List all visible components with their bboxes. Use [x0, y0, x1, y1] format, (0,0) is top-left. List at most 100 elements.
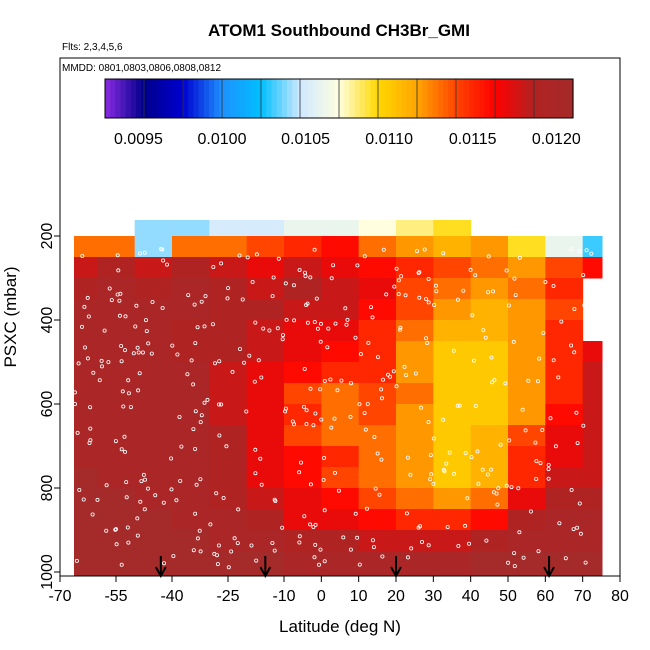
sample-point	[161, 561, 166, 566]
sample-point	[404, 373, 409, 378]
heatmap-cell	[209, 220, 248, 237]
sample-point	[211, 264, 216, 269]
heatmap-cell	[284, 257, 322, 279]
sample-point	[444, 461, 449, 466]
sample-point	[290, 419, 295, 424]
heatmap-cell	[74, 467, 98, 489]
colorbar-swatch	[146, 79, 153, 118]
heatmap-cell	[134, 320, 173, 342]
heatmap-cell	[172, 299, 210, 321]
colorbar-swatch	[463, 79, 470, 118]
sample-point	[451, 348, 456, 353]
sample-point	[543, 280, 548, 285]
heatmap-cell	[582, 509, 603, 531]
sample-point	[343, 306, 348, 311]
heatmap-cell	[246, 341, 285, 363]
heatmap-cell	[582, 362, 603, 384]
x-tick-label: 20	[387, 588, 405, 605]
colorbar-swatch	[437, 79, 444, 118]
heatmap-cell	[545, 488, 584, 510]
heatmap-cell	[321, 488, 360, 510]
sample-point	[312, 247, 317, 252]
colorbar-swatch	[229, 79, 236, 118]
colorbar-swatch	[339, 79, 345, 118]
sample-point	[126, 540, 131, 545]
heatmap-cell	[74, 299, 98, 321]
heatmap-cell	[172, 467, 210, 489]
sample-point	[333, 321, 338, 326]
heatmap-cell	[433, 425, 472, 447]
sample-point	[208, 522, 213, 527]
sample-point	[142, 507, 147, 512]
sample-point	[399, 274, 404, 279]
sample-point	[465, 496, 470, 501]
sample-point	[252, 379, 257, 384]
sample-point	[504, 483, 509, 488]
sample-point	[191, 382, 196, 387]
heatmap-cell	[433, 488, 472, 510]
sample-point	[473, 403, 478, 408]
sample-point	[297, 267, 302, 272]
sample-point	[88, 405, 93, 410]
sample-point	[198, 477, 203, 482]
heatmap-cell	[396, 404, 434, 426]
sample-point	[179, 444, 184, 449]
heatmap-cell	[396, 509, 434, 531]
sample-point	[517, 530, 522, 535]
sample-point	[563, 556, 568, 561]
colorbar-swatch	[115, 79, 122, 118]
heatmap-cell	[246, 425, 285, 447]
sample-point	[422, 247, 427, 252]
heatmap-cell	[582, 551, 603, 577]
heatmap-cell	[74, 509, 98, 531]
sample-point	[381, 247, 386, 252]
colorbar-swatch	[354, 79, 361, 118]
heatmap-cell	[358, 425, 397, 447]
heatmap-cell	[396, 220, 434, 237]
heatmap-cell	[545, 362, 584, 384]
y-tick-label: 400	[39, 307, 56, 334]
sample-point	[253, 320, 258, 325]
sample-point	[546, 476, 551, 481]
sample-point	[244, 409, 249, 414]
heatmap-cell	[470, 236, 509, 258]
heatmap-cell	[246, 530, 285, 552]
x-tick-label: 10	[350, 588, 368, 605]
colorbar-swatch	[541, 79, 548, 118]
colorbar: 0.0095 0.0100 0.0105 0.0110 0.0115 0.0120	[104, 78, 581, 148]
colorbar-swatch	[552, 79, 558, 118]
sample-point	[229, 549, 234, 554]
sample-point	[428, 453, 433, 458]
heatmap-cell	[246, 299, 285, 321]
heatmap-cell	[284, 236, 322, 258]
sample-point	[471, 358, 476, 363]
sample-point	[375, 355, 380, 360]
sample-point	[332, 470, 337, 475]
x-tick-label: 40	[462, 588, 480, 605]
sample-point	[117, 313, 122, 318]
sample-point	[507, 438, 512, 443]
sample-point	[240, 297, 245, 302]
sample-point	[506, 560, 511, 565]
sample-point	[409, 546, 414, 551]
sample-point	[189, 358, 194, 363]
colorbar-tick-label: 0.0120	[532, 131, 581, 148]
sample-point	[432, 302, 437, 307]
heatmap-cell	[209, 509, 248, 531]
sample-point	[212, 361, 217, 366]
sample-point	[457, 403, 462, 408]
sample-point	[270, 294, 275, 299]
colorbar-swatch	[500, 79, 506, 118]
sample-point	[242, 360, 247, 365]
sample-point	[135, 533, 140, 538]
sample-point	[402, 364, 407, 369]
colorbar-swatch	[401, 79, 408, 118]
heatmap-cell	[321, 509, 360, 531]
heatmap-cell	[209, 530, 248, 552]
heatmap-cell	[284, 341, 322, 363]
heatmap-cell	[321, 551, 360, 577]
heatmap-cell	[545, 446, 584, 468]
y-tick-label: 600	[39, 391, 56, 418]
heatmap-cell	[582, 383, 603, 405]
sample-point	[553, 444, 558, 449]
